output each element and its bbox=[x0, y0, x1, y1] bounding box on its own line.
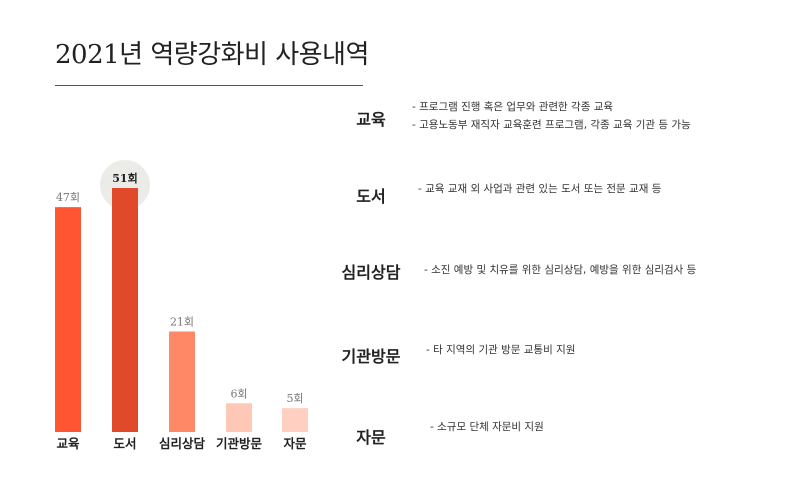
legend-desc-line: - 소규모 단체 자문비 지원 bbox=[430, 421, 544, 433]
value-label-books: 51회 bbox=[112, 171, 137, 185]
bar-books bbox=[112, 188, 138, 432]
bar-counseling bbox=[169, 331, 195, 432]
value-label-counseling: 21회 bbox=[170, 316, 194, 329]
legend-desc-line: - 타 지역의 기관 방문 교통비 지원 bbox=[426, 344, 576, 356]
category-label-books: 도서 bbox=[113, 436, 136, 451]
bar-advisory bbox=[282, 408, 308, 432]
bar-visit bbox=[226, 403, 252, 432]
legend-desc-advisory: - 소규모 단체 자문비 지원 bbox=[430, 418, 544, 436]
legend-category-books: 도서 bbox=[356, 187, 386, 206]
legend-desc-education: - 프로그램 진행 혹은 업무와 관련한 각종 교육 - 고용노동부 재직자 교… bbox=[412, 98, 691, 134]
category-label-education: 교육 bbox=[56, 436, 80, 451]
legend-category-education: 교육 bbox=[356, 110, 386, 129]
legend-desc-line: - 소진 예방 및 치유를 위한 심리상담, 예방을 위한 심리검사 등 bbox=[424, 264, 697, 276]
value-label-advisory: 5회 bbox=[286, 392, 303, 405]
legend-category-counseling: 심리상담 bbox=[341, 263, 401, 282]
category-label-visit: 기관방문 bbox=[216, 436, 263, 451]
value-label-education: 47회 bbox=[56, 191, 80, 204]
legend-desc-line: - 고용노동부 재직자 교육훈련 프로그램, 각종 교육 기관 등 가능 bbox=[412, 119, 691, 131]
page-title: 2021년 역량강화비 사용내역 bbox=[55, 40, 369, 70]
legend-desc-books: - 교육 교재 외 사업과 관련 있는 도서 또는 전문 교재 등 bbox=[418, 180, 661, 198]
legend-desc-line: - 교육 교재 외 사업과 관련 있는 도서 또는 전문 교재 등 bbox=[418, 183, 662, 195]
legend-category-advisory: 자문 bbox=[356, 428, 386, 447]
title-divider bbox=[55, 85, 363, 86]
legend-desc-visit: - 타 지역의 기관 방문 교통비 지원 bbox=[426, 341, 575, 359]
category-label-counseling: 심리상담 bbox=[159, 436, 206, 451]
legend-desc-counseling: - 소진 예방 및 치유를 위한 심리상담, 예방을 위한 심리검사 등 bbox=[424, 261, 696, 279]
category-label-advisory: 자문 bbox=[283, 436, 307, 451]
value-label-visit: 6회 bbox=[230, 387, 247, 400]
legend-desc-line: - 프로그램 진행 혹은 업무와 관련한 각종 교육 bbox=[412, 101, 614, 113]
legend-category-visit: 기관방문 bbox=[341, 347, 401, 366]
bar-education bbox=[55, 207, 81, 432]
